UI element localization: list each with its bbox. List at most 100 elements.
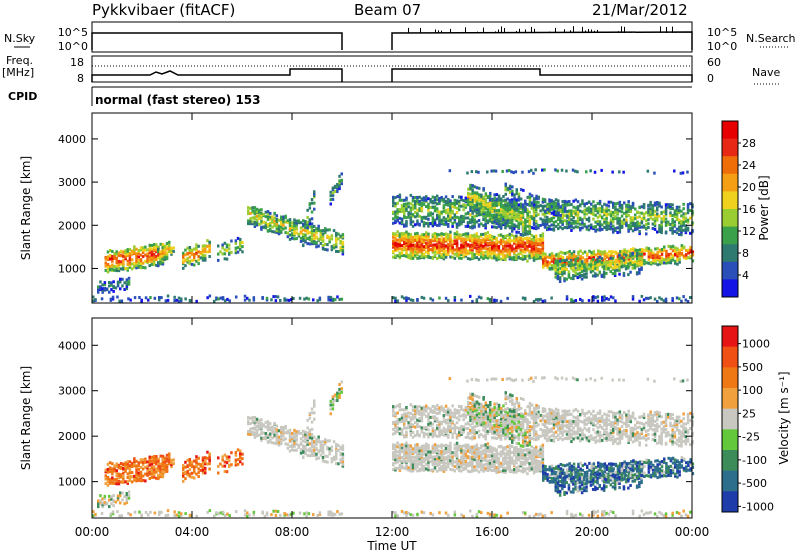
range-gate-cell [477,244,481,248]
range-gate-cell [438,219,441,223]
range-gate-cell [141,246,145,250]
range-gate-cell [400,198,404,202]
range-gate-cell [526,232,529,236]
range-gate-cell [258,222,261,226]
range-gate-cell [510,208,514,212]
range-gate-cell [275,227,279,230]
range-gate-cell [558,280,562,283]
range-gate-cell [394,232,397,236]
range-gate-cell [491,244,494,248]
range-gate-cell [297,444,301,448]
range-gate-cell [506,254,509,258]
range-gate-cell [161,470,164,474]
range-gate-cell [493,201,496,205]
range-gate-cell [486,194,490,198]
range-gate-cell [262,431,265,435]
range-gate-cell [511,192,514,196]
range-gate-cell [471,240,474,244]
range-gate-cell [455,211,459,214]
range-gate-cell [565,277,568,281]
range-gate-cell [129,513,132,517]
range-gate-cell [115,261,118,265]
range-gate-cell [495,246,498,250]
range-gate-cell [249,217,252,221]
range-gate-cell [219,296,223,300]
range-gate-cell [122,467,125,470]
range-gate-cell [486,236,490,240]
range-gate-cell [484,254,487,258]
range-gate-cell [587,206,591,210]
range-gate-cell [447,202,450,206]
range-gate-cell [510,198,514,202]
range-gate-cell [636,222,639,226]
range-gate-cell [627,226,630,230]
range-gate-cell [260,211,263,215]
station-title: Pykkvibaer (fitACF) [92,1,235,19]
range-gate-cell [567,270,571,274]
range-gate-cell [667,261,670,265]
range-gate-cell [513,193,516,197]
range-gate-cell [277,443,281,446]
range-gate-cell [217,512,220,516]
range-gate-cell [331,407,335,411]
range-gate-cell [338,394,341,398]
range-gate-cell [471,248,474,252]
range-gate-cell [127,512,130,515]
range-gate-cell [416,253,419,256]
range-gate-cell [528,256,531,260]
range-gate-cell [539,255,542,259]
range-gate-cell [528,232,532,235]
range-gate-cell [329,403,332,407]
range-gate-cell [656,230,659,234]
range-gate-cell [678,205,681,209]
range-gate-cell [493,225,496,229]
range-gate-cell [466,221,470,224]
range-gate-cell [119,473,123,477]
range-gate-cell [684,224,688,228]
range-gate-cell [689,202,692,206]
range-gate-cell [495,222,499,226]
range-gate-cell [161,243,165,246]
range-gate-cell [598,199,602,203]
range-gate-cell [506,215,510,219]
range-gate-cell [508,257,512,261]
range-gate-cell [414,237,417,241]
range-gate-cell [190,248,194,252]
range-gate-cell [592,211,595,215]
range-gate-cell [272,295,275,299]
range-gate-cell [304,447,307,451]
range-gate-cell [416,443,419,447]
range-gate-cell [306,418,309,422]
range-gate-cell [405,235,408,239]
range-gate-cell [680,226,683,230]
range-gate-cell [502,256,505,260]
range-gate-cell [592,255,596,259]
range-gate-cell [469,213,472,217]
range-gate-cell [411,243,415,247]
range-gate-cell [565,297,569,301]
range-gate-cell [265,511,269,515]
range-gate-cell [603,218,606,221]
range-gate-cell [144,511,148,514]
range-gate-cell [500,213,503,217]
range-gate-cell [396,459,399,463]
range-gate-cell [403,212,406,215]
range-gate-cell [598,262,601,266]
range-gate-cell [411,447,415,451]
range-gate-cell [165,453,169,457]
range-gate-cell [186,257,189,261]
range-gate-cell [206,450,209,454]
range-gate-cell [155,458,158,461]
range-gate-cell [335,249,338,253]
range-gate-cell [653,217,657,221]
range-gate-cell [328,228,331,232]
range-gate-cell [533,200,536,204]
range-gate-cell [601,295,604,299]
range-gate-cell [515,215,518,219]
range-gate-cell [403,236,406,240]
range-gate-cell [444,244,448,248]
range-gate-cell [669,226,672,230]
range-gate-cell [548,219,551,223]
range-gate-cell [521,250,525,254]
range-gate-cell [266,423,270,427]
